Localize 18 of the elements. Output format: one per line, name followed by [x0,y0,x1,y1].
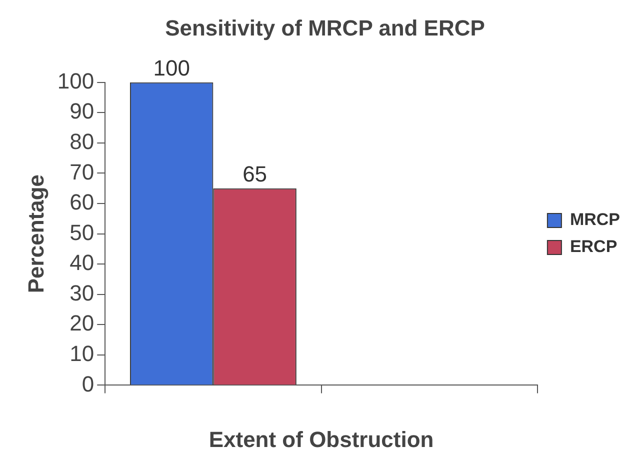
y-tick-label: 20 [70,310,94,336]
y-tick-label: 30 [70,280,94,306]
y-tick-label: 50 [70,220,94,245]
y-tick-label: 100 [57,68,94,94]
chart-title: Sensitivity of MRCP and ERCP [165,15,485,40]
y-tick-label: 70 [70,159,94,184]
x-axis-title: Extent of Obstruction [208,426,434,452]
y-tick-label: 0 [82,371,94,396]
y-tick-label: 90 [70,98,94,124]
legend-label: ERCP [570,237,618,256]
data-label: 65 [242,161,268,186]
data-label: 100 [153,55,190,80]
legend-label: MRCP [570,210,620,230]
y-tick-label: 80 [70,129,94,154]
y-tick-label: 40 [70,250,94,276]
y-tick-label: 10 [70,340,94,366]
y-tick-label: 60 [70,190,94,215]
y-axis-title: Percentage [23,174,48,294]
